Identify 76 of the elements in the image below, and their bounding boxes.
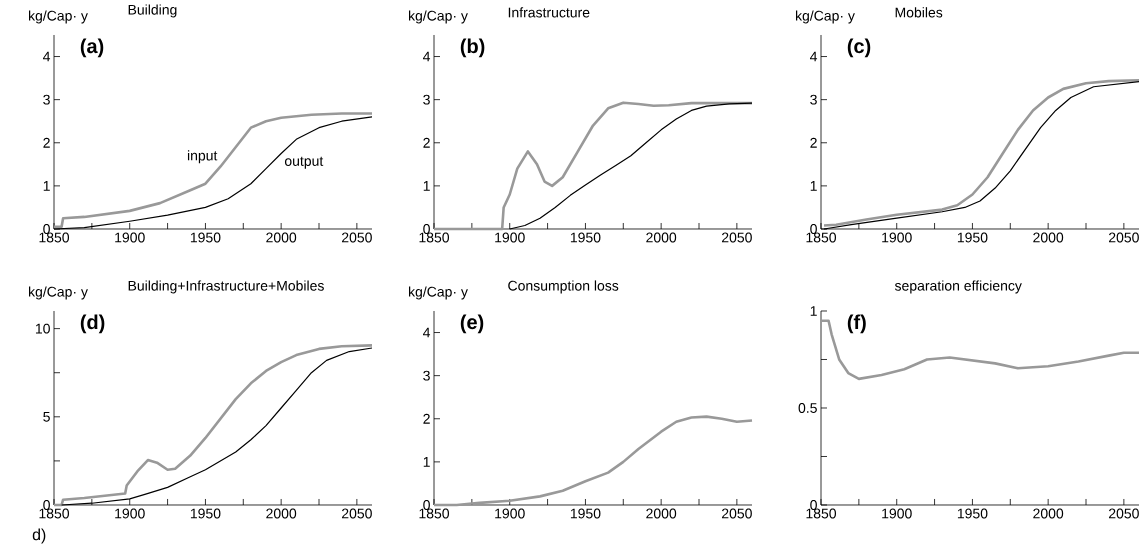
chart-title: Building+Infrastructure+Mobiles <box>128 280 324 294</box>
x-tick-label: 2000 <box>1033 508 1064 519</box>
y-axis-title: kg/Cap· y <box>795 10 855 24</box>
x-tick-label: 2000 <box>646 232 677 243</box>
x-tick-label: 1950 <box>190 508 221 519</box>
y-tick-label: 3 <box>43 94 50 105</box>
x-tick-label: 1850 <box>806 508 837 519</box>
y-tick-label: 0 <box>423 224 430 234</box>
annotation: (d) <box>80 314 105 334</box>
y-tick-label: 1 <box>43 181 50 191</box>
y-tick-label: 0 <box>43 500 50 510</box>
x-tick-label: 1900 <box>882 508 912 519</box>
x-tick-label: 2050 <box>1108 508 1139 519</box>
x-tick-label: 1900 <box>882 232 912 243</box>
x-tick-label: 2050 <box>342 508 372 519</box>
x-tick-label: 2050 <box>1108 232 1139 243</box>
x-tick-label: 1950 <box>957 232 988 243</box>
chart-title: Building <box>128 4 177 18</box>
y-tick-label: 4 <box>423 51 431 62</box>
x-tick-label: 1900 <box>495 232 525 243</box>
y-axis-title: kg/Cap· y <box>29 10 88 24</box>
y-axis-title: kg/Cap· y <box>409 10 468 24</box>
x-tick-label: 1850 <box>419 508 450 519</box>
chart-title: Infrastructure <box>508 7 590 18</box>
x-tick-label: 2000 <box>1033 232 1064 243</box>
x-tick-label: 1850 <box>806 232 837 243</box>
y-tick-label: 2 <box>423 137 430 148</box>
y-tick-label: 3 <box>423 94 430 105</box>
y-tick-label: 0 <box>43 224 50 234</box>
y-tick-label: 2 <box>423 413 430 424</box>
x-tick-label: 2000 <box>266 508 297 519</box>
x-tick-label: 2050 <box>342 232 372 243</box>
y-tick-label: 4 <box>423 327 431 338</box>
x-tick-label: 1850 <box>419 232 450 243</box>
annotation: (f) <box>847 314 866 334</box>
y-tick-label: 1 <box>810 181 817 191</box>
x-tick-label: 1950 <box>570 232 601 243</box>
chart-title: Mobiles <box>895 7 943 18</box>
y-tick-label: 0 <box>810 224 817 234</box>
annotation: (a) <box>80 38 104 58</box>
y-tick-label: 2 <box>810 137 817 148</box>
x-tick-label: 1950 <box>570 508 601 519</box>
y-tick-label: 5 <box>43 411 50 422</box>
x-tick-label: 1850 <box>39 232 70 243</box>
x-tick-label: 2050 <box>722 508 752 519</box>
annotation: (e) <box>460 314 484 334</box>
y-tick-label: 0 <box>423 500 430 510</box>
annotation: (b) <box>460 38 485 58</box>
x-tick-label: 2050 <box>722 232 752 243</box>
x-tick-label: 2000 <box>266 232 297 243</box>
x-tick-label: 1900 <box>115 508 145 519</box>
y-axis-title: kg/Cap· y <box>29 286 88 300</box>
chart-title: Consumption loss <box>508 280 619 294</box>
y-tick-label: 2 <box>43 137 50 148</box>
x-tick-label: 2000 <box>646 508 677 519</box>
series-label: input <box>187 150 218 164</box>
x-tick-label: 1950 <box>957 508 988 519</box>
series-label: output <box>284 156 324 169</box>
x-tick-label: 1850 <box>39 508 70 519</box>
y-tick-label: 1 <box>423 181 430 191</box>
y-tick-label: 1 <box>810 306 817 316</box>
x-tick-label: 1900 <box>115 232 145 243</box>
text: d) <box>32 528 46 544</box>
x-tick-label: 1900 <box>495 508 525 519</box>
y-tick-label: 10 <box>35 323 50 334</box>
y-axis-title: kg/Cap· y <box>409 286 468 300</box>
chart-title: separation efficiency <box>894 280 1022 294</box>
y-tick-label: 0 <box>810 500 817 510</box>
y-tick-label: 0.5 <box>798 403 817 413</box>
y-tick-label: 4 <box>43 51 51 62</box>
annotation: (c) <box>847 38 871 58</box>
x-tick-label: 1950 <box>190 232 221 243</box>
y-tick-label: 1 <box>423 457 430 467</box>
y-tick-label: 3 <box>810 94 817 105</box>
y-tick-label: 3 <box>423 370 430 381</box>
y-tick-label: 4 <box>810 51 818 62</box>
